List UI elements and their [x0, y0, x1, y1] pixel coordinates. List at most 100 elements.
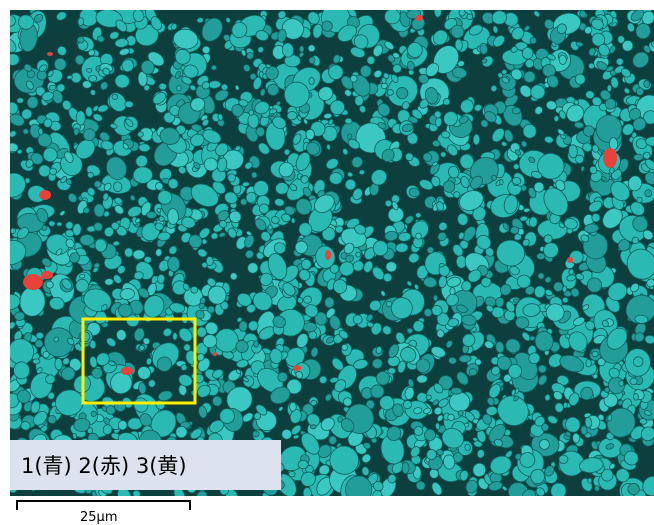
particle — [361, 453, 372, 464]
particle — [465, 479, 479, 494]
particle — [292, 133, 302, 145]
particle — [83, 207, 90, 214]
particle — [324, 393, 333, 402]
particle — [298, 269, 311, 281]
particle — [524, 58, 535, 69]
particle — [286, 111, 298, 121]
particle — [600, 468, 614, 482]
particle — [174, 70, 182, 80]
particle — [534, 106, 543, 115]
particle — [300, 175, 309, 184]
particle — [615, 468, 630, 483]
particle — [467, 269, 482, 283]
particle — [443, 111, 458, 126]
particle — [72, 223, 82, 236]
particle — [349, 74, 358, 83]
particle — [585, 359, 592, 368]
particle — [460, 99, 474, 114]
particle — [381, 148, 395, 163]
particle — [454, 38, 463, 52]
particle — [282, 282, 296, 296]
particle — [436, 414, 444, 422]
particle — [320, 417, 335, 431]
particle — [566, 274, 577, 282]
particle — [202, 334, 218, 349]
particle — [521, 47, 534, 60]
particle — [386, 89, 394, 96]
particle — [579, 10, 587, 18]
particle — [132, 489, 141, 496]
particle — [190, 428, 203, 440]
particle — [366, 321, 375, 328]
particle — [546, 74, 559, 88]
particle — [314, 311, 328, 326]
particle — [525, 285, 535, 296]
particle — [423, 276, 438, 288]
particle — [14, 311, 25, 321]
particle — [235, 340, 249, 353]
particle — [556, 23, 567, 35]
particle — [588, 62, 595, 70]
particle — [295, 151, 311, 172]
particle — [440, 151, 447, 158]
particle — [147, 379, 156, 388]
particle — [16, 227, 29, 240]
particle — [601, 176, 607, 181]
particle — [197, 384, 211, 398]
particle — [545, 303, 565, 322]
particle — [352, 187, 363, 201]
particle — [580, 386, 594, 401]
particle — [65, 221, 74, 230]
particle — [596, 61, 608, 71]
particle — [554, 402, 564, 413]
particle — [384, 230, 399, 242]
particle — [61, 278, 73, 290]
particle — [448, 165, 460, 179]
particle — [395, 242, 409, 253]
particle — [372, 44, 383, 57]
particle — [291, 424, 302, 436]
particle — [281, 42, 294, 58]
particle — [488, 383, 501, 399]
particle — [117, 265, 126, 275]
particle — [491, 127, 505, 143]
particle — [568, 392, 580, 406]
particle — [10, 240, 27, 265]
particle — [457, 213, 469, 226]
particle — [100, 140, 114, 151]
particle — [236, 292, 253, 307]
particle — [332, 54, 341, 64]
particle — [634, 314, 649, 324]
particle — [415, 212, 422, 219]
particle — [452, 244, 464, 257]
particle — [10, 113, 25, 127]
particle — [604, 98, 617, 110]
particle — [201, 17, 223, 42]
particle — [217, 210, 230, 222]
particle — [476, 449, 485, 459]
particle — [511, 176, 522, 185]
particle — [55, 248, 63, 256]
particle — [609, 167, 615, 174]
particle — [340, 252, 348, 260]
particle — [124, 100, 134, 108]
particle — [137, 71, 148, 87]
particle — [324, 296, 335, 309]
particle — [519, 215, 529, 222]
particle — [342, 148, 349, 156]
particle — [634, 332, 645, 343]
particle — [536, 252, 546, 260]
particle — [448, 356, 457, 365]
particle — [539, 438, 550, 450]
particle — [488, 481, 503, 491]
particle — [544, 465, 555, 477]
particle — [318, 464, 330, 476]
particle — [491, 365, 501, 376]
particle — [49, 296, 65, 311]
particle — [10, 293, 21, 311]
particle — [240, 198, 248, 206]
particle — [415, 232, 422, 240]
particle — [268, 108, 278, 115]
particle — [26, 96, 39, 109]
particle — [53, 336, 60, 343]
